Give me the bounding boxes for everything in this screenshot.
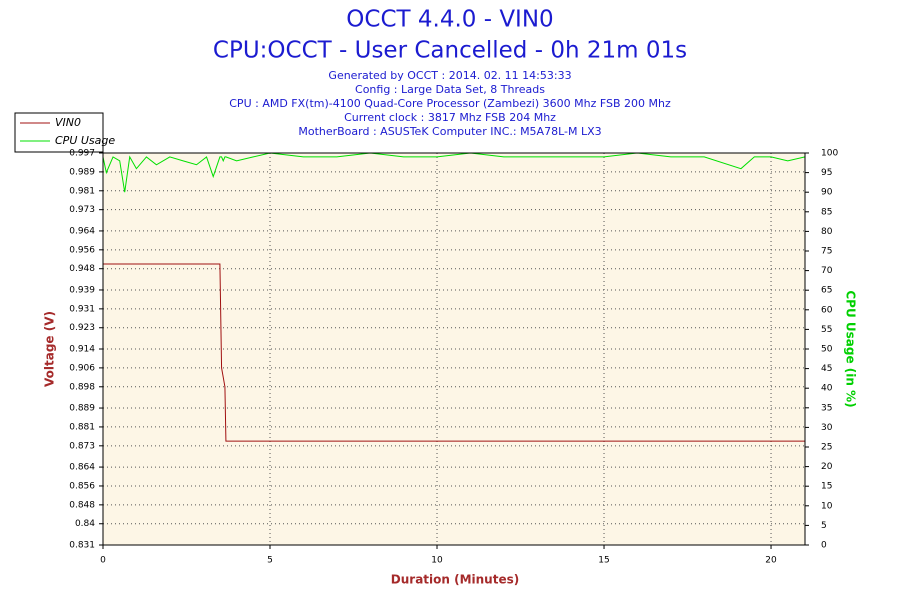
y2-tick-label: 60 bbox=[821, 305, 833, 315]
y-tick-label: 0.864 bbox=[69, 463, 95, 473]
y-tick-label: 0.939 bbox=[69, 285, 95, 295]
chart-subtitle: CPU:OCCT - User Cancelled - 0h 21m 01s bbox=[213, 38, 687, 64]
x-tick-label: 20 bbox=[765, 556, 777, 566]
y-tick-label: 0.948 bbox=[69, 264, 95, 274]
y2-tick-label: 70 bbox=[821, 266, 833, 276]
x-tick-label: 5 bbox=[267, 556, 273, 566]
y-tick-label: 0.989 bbox=[69, 167, 95, 177]
y-axis-label: Voltage (V) bbox=[43, 311, 57, 387]
info-line: MotherBoard : ASUSTeK Computer INC.: M5A… bbox=[298, 125, 601, 138]
y2-tick-label: 30 bbox=[821, 423, 833, 433]
y-tick-label: 0.84 bbox=[75, 519, 95, 529]
legend-box bbox=[14, 112, 104, 153]
y-tick-label: 0.856 bbox=[69, 481, 95, 491]
series-line bbox=[102, 152, 806, 193]
y-tick-label: 0.831 bbox=[69, 541, 95, 551]
y2-tick-label: 10 bbox=[821, 501, 833, 511]
y2-tick-label: 50 bbox=[821, 345, 833, 355]
y2-tick-label: 75 bbox=[821, 247, 832, 257]
y2-tick-label: 40 bbox=[821, 384, 833, 394]
info-line: CPU : AMD FX(tm)-4100 Quad-Core Processo… bbox=[229, 97, 671, 110]
x-tick-label: 15 bbox=[598, 556, 609, 566]
y-tick-label: 0.873 bbox=[69, 441, 95, 451]
info-line: Config : Large Data Set, 8 Threads bbox=[355, 83, 545, 96]
info-line: Generated by OCCT : 2014. 02. 11 14:53:3… bbox=[328, 69, 571, 82]
y-tick-label: 0.914 bbox=[69, 345, 95, 355]
y2-tick-label: 5 bbox=[821, 521, 827, 531]
y2-tick-label: 55 bbox=[821, 325, 832, 335]
y2-tick-label: 65 bbox=[821, 286, 832, 296]
plot-border bbox=[102, 152, 806, 546]
y2-tick-label: 85 bbox=[821, 207, 832, 217]
y-tick-label: 0.931 bbox=[69, 304, 95, 314]
y2-tick-label: 45 bbox=[821, 364, 832, 374]
y-tick-label: 0.964 bbox=[69, 226, 95, 236]
legend-label: VIN0 bbox=[55, 116, 81, 129]
y-tick-label: 0.906 bbox=[69, 363, 95, 373]
y-tick-label: 0.898 bbox=[69, 382, 95, 392]
y2-tick-label: 80 bbox=[821, 227, 833, 237]
y-tick-label: 0.881 bbox=[69, 422, 95, 432]
y2-tick-label: 95 bbox=[821, 168, 832, 178]
info-block: Generated by OCCT : 2014. 02. 11 14:53:3… bbox=[229, 69, 671, 138]
y-tick-label: 0.889 bbox=[69, 404, 95, 414]
y-tick-label: 0.973 bbox=[69, 205, 95, 215]
chart-title: OCCT 4.4.0 - VIN0 bbox=[346, 7, 553, 33]
x-tick-label: 10 bbox=[431, 556, 443, 566]
y2-axis-label: CPU Usage (in %) bbox=[844, 290, 858, 407]
y2-tick-label: 35 bbox=[821, 403, 832, 413]
y-tick-label: 0.923 bbox=[69, 323, 95, 333]
y2-tick-label: 100 bbox=[821, 149, 838, 159]
y2-tick-label: 0 bbox=[821, 541, 827, 551]
info-line: Current clock : 3817 Mhz FSB 204 Mhz bbox=[344, 111, 556, 124]
y-tick-label: 0.848 bbox=[69, 500, 95, 510]
x-tick-label: 0 bbox=[100, 556, 106, 566]
x-axis-label: Duration (Minutes) bbox=[391, 573, 519, 587]
legend-label: CPU Usage bbox=[55, 134, 115, 147]
y-tick-label: 0.997 bbox=[69, 149, 95, 159]
y-tick-label: 0.981 bbox=[69, 186, 95, 196]
y-tick-label: 0.956 bbox=[69, 245, 95, 255]
y2-tick-label: 90 bbox=[821, 188, 833, 198]
series-line bbox=[103, 263, 805, 442]
y2-tick-label: 25 bbox=[821, 443, 832, 453]
y2-tick-label: 15 bbox=[821, 482, 832, 492]
y2-tick-label: 20 bbox=[821, 462, 833, 472]
